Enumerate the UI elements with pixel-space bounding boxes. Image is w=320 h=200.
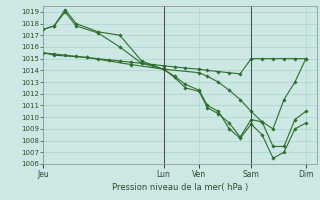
X-axis label: Pression niveau de la mer( hPa ): Pression niveau de la mer( hPa ) <box>112 183 248 192</box>
